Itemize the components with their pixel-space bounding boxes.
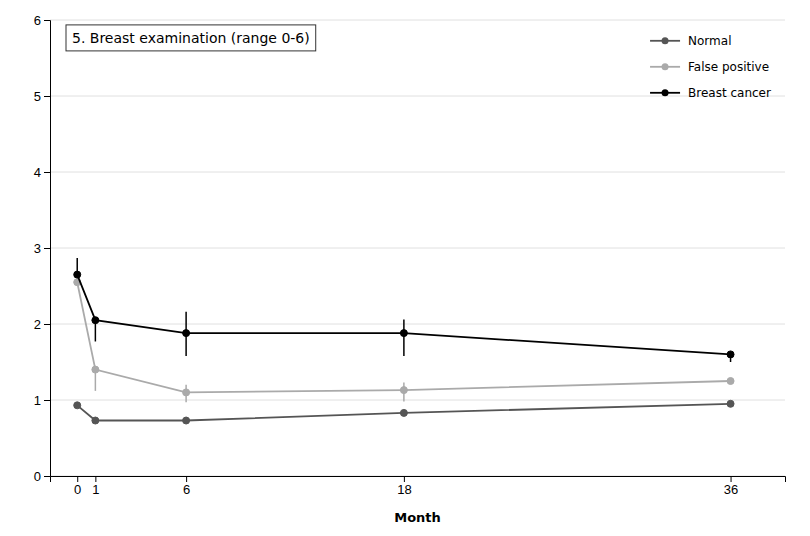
legend-label: Breast cancer <box>688 86 771 100</box>
y-tick-label: 4 <box>34 165 41 180</box>
x-tick-label: 6 <box>183 482 190 497</box>
y-tick-label: 1 <box>34 393 41 408</box>
point <box>74 271 81 278</box>
y-tick: 0 <box>34 469 50 484</box>
y-tick-label: 5 <box>34 89 41 104</box>
point <box>183 389 190 396</box>
x-tick-mark <box>404 476 405 482</box>
y-tick-mark <box>44 324 50 325</box>
y-axis-line <box>44 21 51 477</box>
x-axis-line <box>51 477 786 483</box>
x-tick: 1 <box>92 476 99 497</box>
legend-label: Normal <box>688 34 731 48</box>
point <box>183 417 190 424</box>
x-tick-label: 36 <box>724 482 738 497</box>
y-tick: 3 <box>34 241 50 256</box>
point <box>92 317 99 324</box>
grid-line <box>50 248 785 249</box>
point <box>727 351 734 358</box>
y-tick: 6 <box>34 13 50 28</box>
x-tick-mark <box>731 476 732 482</box>
x-tick-label: 18 <box>397 482 411 497</box>
x-tick-label: 1 <box>92 482 99 497</box>
legend-item: False positive <box>650 60 769 74</box>
plot: 016183601234565. Breast examination (ran… <box>34 13 786 498</box>
series <box>74 258 734 362</box>
point <box>92 366 99 373</box>
y-tick: 2 <box>34 317 50 332</box>
grid-line <box>50 324 785 325</box>
point <box>727 400 734 407</box>
point <box>92 417 99 424</box>
series-line <box>77 404 730 421</box>
title-box: 5. Breast examination (range 0-6) <box>66 25 316 51</box>
y-tick: 5 <box>34 89 50 104</box>
title: 5. Breast examination (range 0-6) <box>72 30 310 46</box>
legend-marker <box>662 37 669 44</box>
series-line <box>77 282 730 392</box>
y-tick-label: 0 <box>34 469 41 484</box>
y-axis: 0 1 2 3 4 5 6 <box>34 13 51 484</box>
legend-item: Normal <box>650 34 731 48</box>
chart: 016183601234565. Breast examination (ran… <box>0 0 810 536</box>
x-axis: 01 6 18 36 <box>51 476 786 497</box>
y-tick-mark <box>44 400 50 401</box>
point <box>400 409 407 416</box>
x-tick-mark <box>186 476 187 482</box>
point <box>74 402 81 409</box>
x-axis-title: Month <box>394 510 441 525</box>
y-tick-mark <box>44 476 50 477</box>
grid-line <box>50 96 785 97</box>
y-tick-label: 3 <box>34 241 41 256</box>
point <box>727 378 734 385</box>
series <box>74 400 734 424</box>
marks <box>74 258 734 424</box>
grid-line <box>50 172 785 173</box>
point <box>183 330 190 337</box>
legend-label: False positive <box>688 60 769 74</box>
x-tick: 36 <box>724 476 738 497</box>
legend-marker <box>662 63 669 70</box>
grid <box>50 20 785 476</box>
x-tick: 18 <box>397 476 411 497</box>
point <box>400 330 407 337</box>
y-tick-mark <box>44 20 50 21</box>
legend-marker <box>662 89 669 96</box>
legend-item: Breast cancer <box>650 86 771 100</box>
y-tick-label: 6 <box>34 13 41 28</box>
y-tick-mark <box>44 96 50 97</box>
grid-line <box>50 400 785 401</box>
x-tick-label: 0 <box>74 482 81 497</box>
y-tick: 1 <box>34 393 50 408</box>
series <box>74 279 734 403</box>
x-tick: 0 <box>74 476 81 497</box>
y-tick-mark <box>44 172 50 173</box>
y-tick: 4 <box>34 165 50 180</box>
legend: Normal False positive Breast cancer <box>650 34 771 100</box>
x-tick: 6 <box>183 476 190 497</box>
y-tick-mark <box>44 248 50 249</box>
x-tick-mark <box>95 476 96 482</box>
y-tick-label: 2 <box>34 317 41 332</box>
point <box>400 387 407 394</box>
x-tick-mark <box>77 476 78 482</box>
title-frame <box>66 25 316 51</box>
grid-line <box>50 20 785 21</box>
